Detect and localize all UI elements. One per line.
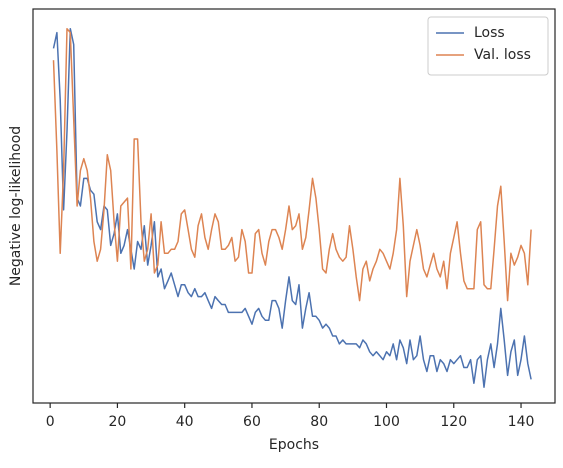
x-tick-label: 120 xyxy=(440,414,467,430)
x-tick-label: 0 xyxy=(46,414,55,430)
series-line xyxy=(52,27,532,388)
legend-label: Val. loss xyxy=(474,47,531,63)
x-tick-label: 140 xyxy=(508,414,535,430)
legend-box xyxy=(427,16,549,76)
x-tick-label: 80 xyxy=(310,414,328,430)
x-tick-label: 100 xyxy=(373,414,400,430)
plot-frame xyxy=(32,8,556,404)
x-tick-label: 20 xyxy=(109,414,127,430)
y-axis-label: Negative log-likelihood xyxy=(8,126,24,286)
x-tick-label: 40 xyxy=(176,414,194,430)
series-line xyxy=(52,27,532,302)
x-tick-label: 60 xyxy=(243,414,261,430)
x-axis-label: Epochs xyxy=(269,437,319,453)
legend-label: Loss xyxy=(474,25,505,41)
